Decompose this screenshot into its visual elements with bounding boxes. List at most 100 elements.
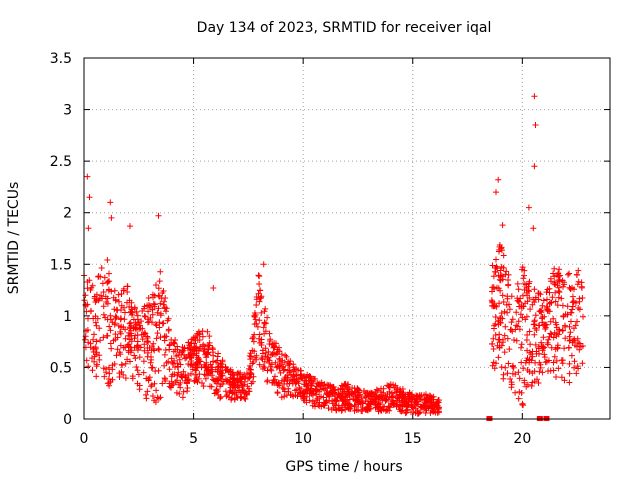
data-point bbox=[501, 332, 508, 339]
data-point bbox=[254, 323, 261, 330]
data-point bbox=[524, 332, 531, 338]
data-point bbox=[89, 282, 96, 289]
data-point bbox=[502, 323, 509, 330]
data-point bbox=[256, 361, 263, 368]
data-point bbox=[495, 272, 502, 279]
data-point bbox=[501, 349, 508, 356]
data-point bbox=[104, 380, 111, 387]
data-point bbox=[256, 298, 263, 305]
data-point bbox=[526, 294, 533, 301]
data-point bbox=[131, 335, 138, 342]
data-point bbox=[126, 336, 133, 343]
data-point bbox=[109, 376, 116, 383]
data-point bbox=[506, 346, 513, 353]
data-point bbox=[274, 389, 281, 396]
data-point bbox=[168, 384, 174, 391]
data-point bbox=[211, 390, 218, 397]
data-point bbox=[393, 384, 400, 391]
data-point bbox=[398, 399, 405, 406]
data-point bbox=[103, 366, 109, 373]
data-point bbox=[92, 319, 99, 326]
data-point bbox=[126, 303, 133, 310]
data-point bbox=[132, 355, 139, 362]
data-point bbox=[156, 324, 163, 331]
data-point bbox=[126, 343, 132, 350]
data-point bbox=[237, 389, 244, 396]
data-point bbox=[156, 293, 163, 300]
data-point bbox=[281, 376, 288, 383]
data-point bbox=[389, 390, 395, 397]
data-point bbox=[562, 323, 569, 330]
data-point bbox=[304, 382, 311, 389]
data-point bbox=[575, 267, 582, 274]
data-point bbox=[244, 391, 250, 398]
data-point bbox=[229, 390, 236, 397]
data-point bbox=[426, 402, 433, 409]
data-point bbox=[495, 354, 502, 361]
data-point bbox=[187, 347, 194, 353]
data-point bbox=[170, 340, 177, 347]
data-point bbox=[136, 344, 142, 351]
data-point bbox=[339, 390, 346, 397]
data-point bbox=[576, 298, 583, 305]
data-point bbox=[124, 283, 131, 290]
data-point bbox=[175, 352, 182, 359]
data-point bbox=[560, 312, 567, 319]
y-tick-label: 1 bbox=[63, 309, 72, 325]
data-point bbox=[166, 342, 173, 349]
data-point bbox=[522, 300, 529, 307]
data-point bbox=[515, 297, 522, 304]
data-point bbox=[260, 261, 267, 268]
data-point bbox=[119, 362, 126, 369]
data-point bbox=[508, 384, 515, 391]
data-point bbox=[250, 338, 257, 345]
data-point bbox=[246, 352, 253, 359]
data-point bbox=[566, 337, 573, 344]
data-point bbox=[106, 270, 112, 277]
data-point bbox=[247, 356, 254, 363]
data-point bbox=[496, 315, 503, 322]
data-point bbox=[410, 404, 417, 411]
data-point bbox=[129, 373, 136, 380]
data-point bbox=[102, 293, 109, 300]
data-point bbox=[518, 344, 524, 351]
data-point bbox=[93, 363, 100, 370]
data-point bbox=[404, 391, 411, 398]
data-point bbox=[580, 313, 586, 320]
data-point bbox=[502, 364, 509, 371]
data-point bbox=[380, 385, 387, 392]
data-point bbox=[499, 292, 506, 299]
data-point bbox=[531, 331, 538, 338]
data-point bbox=[141, 313, 148, 319]
data-point bbox=[256, 335, 262, 342]
data-point bbox=[163, 305, 170, 312]
data-point bbox=[300, 396, 307, 403]
data-point bbox=[526, 288, 532, 295]
data-point bbox=[559, 360, 566, 367]
data-point bbox=[120, 287, 127, 294]
data-point bbox=[255, 272, 262, 279]
data-point bbox=[428, 394, 435, 401]
data-point bbox=[515, 286, 522, 293]
data-point bbox=[227, 374, 234, 381]
data-point bbox=[537, 291, 544, 298]
data-point bbox=[278, 361, 285, 368]
data-point bbox=[520, 292, 526, 299]
data-point bbox=[148, 354, 154, 360]
data-point bbox=[140, 369, 147, 376]
data-point bbox=[161, 351, 168, 358]
x-tick-label: 0 bbox=[80, 431, 89, 447]
data-point bbox=[214, 353, 221, 360]
data-point bbox=[535, 322, 542, 329]
data-point bbox=[553, 324, 560, 331]
data-point bbox=[539, 369, 546, 376]
data-point bbox=[432, 409, 439, 416]
data-point bbox=[174, 364, 181, 370]
data-point bbox=[261, 330, 268, 337]
data-point bbox=[122, 326, 129, 333]
data-point bbox=[261, 364, 268, 371]
data-point bbox=[556, 276, 563, 283]
data-point bbox=[104, 332, 111, 339]
x-tick-labels: 0 5 10 15 20 bbox=[80, 431, 532, 447]
